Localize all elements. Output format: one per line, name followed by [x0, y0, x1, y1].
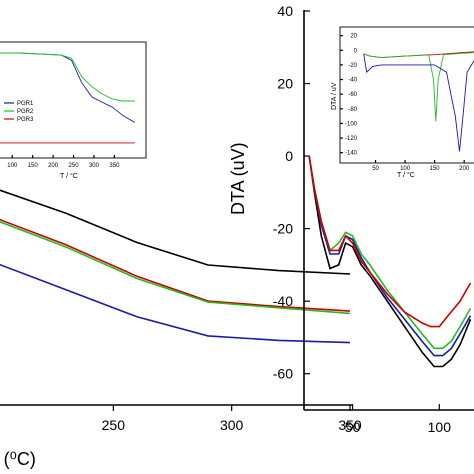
right-series-1 — [308, 155, 472, 368]
right-inset-y-tick-label: -20 — [348, 63, 357, 69]
right-inset-x-tick-label: 200 — [459, 166, 470, 172]
right-inset-series-2 — [363, 52, 474, 122]
left-x-tick-label: 250 — [102, 417, 126, 433]
right-inset-y-tick-label: -60 — [348, 92, 357, 98]
right-inset-y-tick-label: -140 — [345, 151, 358, 157]
left-inset-x-tick-label: 250 — [69, 163, 80, 169]
left-inset-x-tick-label: 300 — [89, 163, 100, 169]
right-series-2 — [308, 155, 472, 357]
left-inset-legend: PGR1 PGR2 PGR3 — [4, 101, 34, 123]
right-inset-frame — [339, 26, 474, 164]
left-inset-series-group — [0, 52, 136, 144]
right-x-tick-label: 100 — [428, 419, 452, 435]
left-inset-legend-label: PGR1 — [17, 101, 34, 107]
right-inset-y-tick-label: -80 — [348, 107, 357, 113]
left-inset-x-tick-label: 200 — [48, 163, 59, 169]
left-inset-panel: 100 150 200 250 300 350 PGR1 PGR2 PGR3 T / °C — [0, 41, 147, 180]
left-inset-series-2 — [0, 52, 135, 102]
right-y-tick-label: -40 — [273, 293, 293, 309]
right-inset-panel: 200-20-40-60-80-100-120-140 50 100 150 200 … — [331, 26, 474, 179]
right-x-tick-label: 50 — [345, 419, 361, 435]
right-inset-y-tick-label: -40 — [348, 78, 357, 84]
right-y-tick-label: 0 — [285, 148, 293, 164]
left-series-group — [0, 189, 351, 344]
right-y-tick-label: 20 — [277, 76, 293, 92]
right-inset-y-tick-label: -120 — [345, 136, 358, 142]
right-y-tick-label: 40 — [277, 3, 293, 19]
left-inset-legend-label: PGR3 — [17, 117, 34, 123]
left-inset-x-tick-label: 100 — [7, 163, 18, 169]
right-inset-x-tick-label: 50 — [372, 166, 379, 172]
right-inset-x-tick-label: 150 — [430, 166, 441, 172]
right-inset-x-ticks: 50 100 150 200 — [372, 160, 470, 172]
left-inset-x-tick-label: 350 — [109, 163, 120, 169]
right-y-tick-label: -60 — [273, 366, 293, 382]
right-inset-x-label: T / °C — [397, 171, 415, 179]
right-inset-series-group — [363, 51, 474, 152]
right-y-tick-label: -20 — [273, 221, 293, 237]
right-series-4 — [308, 155, 472, 328]
left-inset-x-tick-label: 150 — [28, 163, 39, 169]
right-series-group — [308, 155, 472, 368]
right-x-ticks: 50 100 — [345, 404, 451, 435]
right-y-ticks: 40 20 0 -20 -40 -60 — [273, 3, 310, 382]
left-inset-frame — [0, 41, 147, 159]
right-inset-y-tick-label: 0 — [354, 48, 358, 54]
right-inset-x-tick-label: 100 — [400, 166, 411, 172]
right-inset-series-3 — [363, 53, 474, 152]
right-inset-y-tick-label: -100 — [345, 121, 358, 127]
left-inset-x-label: T / °C — [60, 172, 78, 180]
left-x-tick-label: 300 — [220, 417, 244, 433]
left-inset-x-ticks: 100 150 200 250 300 350 — [7, 155, 120, 169]
right-inset-y-label: DTA / uV — [331, 82, 338, 110]
left-series-4 — [0, 263, 351, 344]
left-main-panel: 250 300 350 T (⁰C) — [0, 189, 362, 469]
left-series-3 — [0, 221, 351, 315]
left-x-ticks: 250 300 350 — [102, 405, 362, 433]
left-x-axis-label: T (⁰C) — [0, 449, 36, 469]
left-series-2 — [0, 218, 351, 312]
right-series-3 — [308, 155, 472, 350]
right-inset-y-ticks: 20 0 -20 -40 -60 -80 -100 -120 -140 — [340, 34, 358, 157]
left-series-1 — [0, 189, 351, 275]
right-inset-y-tick-label: 20 — [350, 34, 357, 40]
right-y-axis-label: DTA (uV) — [228, 142, 248, 215]
left-inset-legend-label: PGR2 — [17, 109, 34, 115]
left-x-tick-label: 350 — [338, 417, 362, 433]
